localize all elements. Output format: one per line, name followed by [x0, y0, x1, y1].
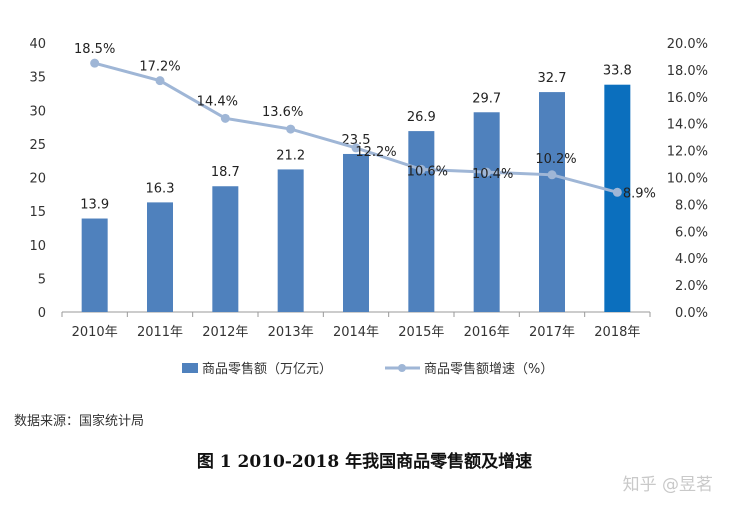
line-value-label: 18.5% — [74, 42, 115, 57]
bar-series — [81, 84, 631, 312]
bar — [473, 112, 500, 312]
bar-value-label: 13.9 — [80, 198, 109, 213]
watermark: 知乎 @昱茗 — [622, 475, 713, 495]
y-axis-left: 0 5 10 15 20 25 30 35 40 — [29, 37, 46, 321]
y-left-tick-label: 15 — [29, 205, 46, 220]
line-value-label: 10.2% — [535, 152, 576, 167]
x-tick-label: 2018年 — [594, 325, 640, 340]
legend: 商品零售额（万亿元） 商品零售额增速（%） — [182, 361, 553, 377]
y-right-tick-label: 10.0% — [667, 172, 708, 187]
y-left-tick-label: 35 — [29, 71, 46, 86]
y-right-tick-label: 18.0% — [667, 64, 708, 79]
y-right-tick-label: 20.0% — [667, 37, 708, 52]
line-value-label: 10.6% — [407, 164, 448, 179]
x-tick-label: 2014年 — [333, 325, 379, 340]
y-right-tick-label: 8.0% — [675, 198, 708, 213]
y-left-tick-label: 10 — [29, 239, 46, 254]
y-axis-right: 0.0% 2.0% 4.0% 6.0% 8.0% 10.0% 12.0% 14.0% 16.0%… — [667, 37, 708, 321]
line-point — [416, 164, 426, 174]
line-point — [90, 58, 100, 68]
bar-value-label: 23.5 — [342, 133, 371, 148]
bar-data-labels: 13.9 16.3 18.7 21.2 23.5 26.9 29.7 32.7 33.8 — [80, 64, 632, 213]
bar — [539, 92, 565, 312]
line-series — [90, 58, 622, 197]
bar-value-label: 33.8 — [603, 64, 632, 79]
x-tick-label: 2010年 — [72, 325, 118, 340]
bar-value-label: 16.3 — [146, 181, 175, 196]
x-tick-label: 2011年 — [137, 325, 183, 340]
line-value-label: 14.4% — [197, 94, 238, 109]
x-tick-label: 2016年 — [464, 325, 510, 340]
x-tick-label: 2015年 — [398, 325, 444, 340]
combo-chart: 0 5 10 15 20 25 30 35 40 0.0% 2.0% 4.0% 6.0% 8.0% 10.… — [29, 37, 708, 377]
x-tick-label: 2012年 — [202, 325, 248, 340]
bar-value-label: 26.9 — [407, 110, 436, 125]
x-tick-label: 2017年 — [529, 325, 575, 340]
line-data-labels: 18.5% 17.2% 14.4% 13.6% 12.2% 10.6% 10.4% 10.2%… — [74, 42, 656, 201]
line-point — [547, 170, 557, 180]
line-point — [482, 167, 492, 177]
line-point — [220, 113, 230, 123]
line-point — [351, 143, 361, 153]
x-tick-label: 2013年 — [268, 325, 314, 340]
line-value-label: 12.2% — [355, 145, 396, 160]
line-point — [155, 76, 165, 86]
y-left-tick-label: 30 — [29, 104, 46, 119]
bar — [277, 169, 304, 312]
bar — [408, 131, 435, 312]
legend-bar-swatch — [182, 363, 198, 373]
y-right-tick-label: 16.0% — [667, 91, 708, 106]
bar — [604, 84, 631, 312]
bar — [81, 218, 108, 312]
line-value-label: 17.2% — [139, 60, 180, 75]
y-left-tick-label: 25 — [29, 138, 46, 153]
line-point — [286, 124, 296, 134]
y-left-tick-label: 0 — [38, 306, 46, 321]
y-right-tick-label: 6.0% — [675, 225, 708, 240]
figure-caption: 图 1 2010-2018 年我国商品零售额及增速 — [196, 452, 533, 472]
bar — [343, 153, 369, 312]
y-right-tick-label: 14.0% — [667, 118, 708, 133]
bar-value-label: 32.7 — [538, 71, 567, 86]
line-value-label: 8.9% — [623, 186, 656, 201]
bar — [212, 186, 239, 312]
y-right-tick-label: 12.0% — [667, 145, 708, 160]
y-left-tick-label: 20 — [29, 172, 46, 187]
y-left-tick-label: 40 — [29, 37, 46, 52]
bar-value-label: 29.7 — [472, 91, 501, 106]
line-point — [612, 187, 622, 197]
bar — [147, 202, 173, 312]
bar-value-label: 18.7 — [211, 165, 240, 180]
line-value-label: 10.4% — [472, 167, 513, 182]
y-right-tick-label: 4.0% — [675, 252, 708, 267]
x-axis: 2010年 2011年 2012年 2013年 2014年 2015年 2016年 2017年… — [61, 311, 651, 340]
legend-bar-label: 商品零售额（万亿元） — [202, 361, 332, 377]
y-left-tick-label: 5 — [38, 272, 46, 287]
legend-line-marker — [398, 364, 406, 372]
legend-line-label: 商品零售额增速（%） — [424, 361, 553, 377]
y-right-tick-label: 2.0% — [675, 279, 708, 294]
source-note: 数据来源：国家统计局 — [14, 414, 145, 429]
bar-value-label: 21.2 — [276, 148, 305, 163]
line-value-label: 13.6% — [262, 105, 303, 120]
y-right-tick-label: 0.0% — [675, 306, 708, 321]
